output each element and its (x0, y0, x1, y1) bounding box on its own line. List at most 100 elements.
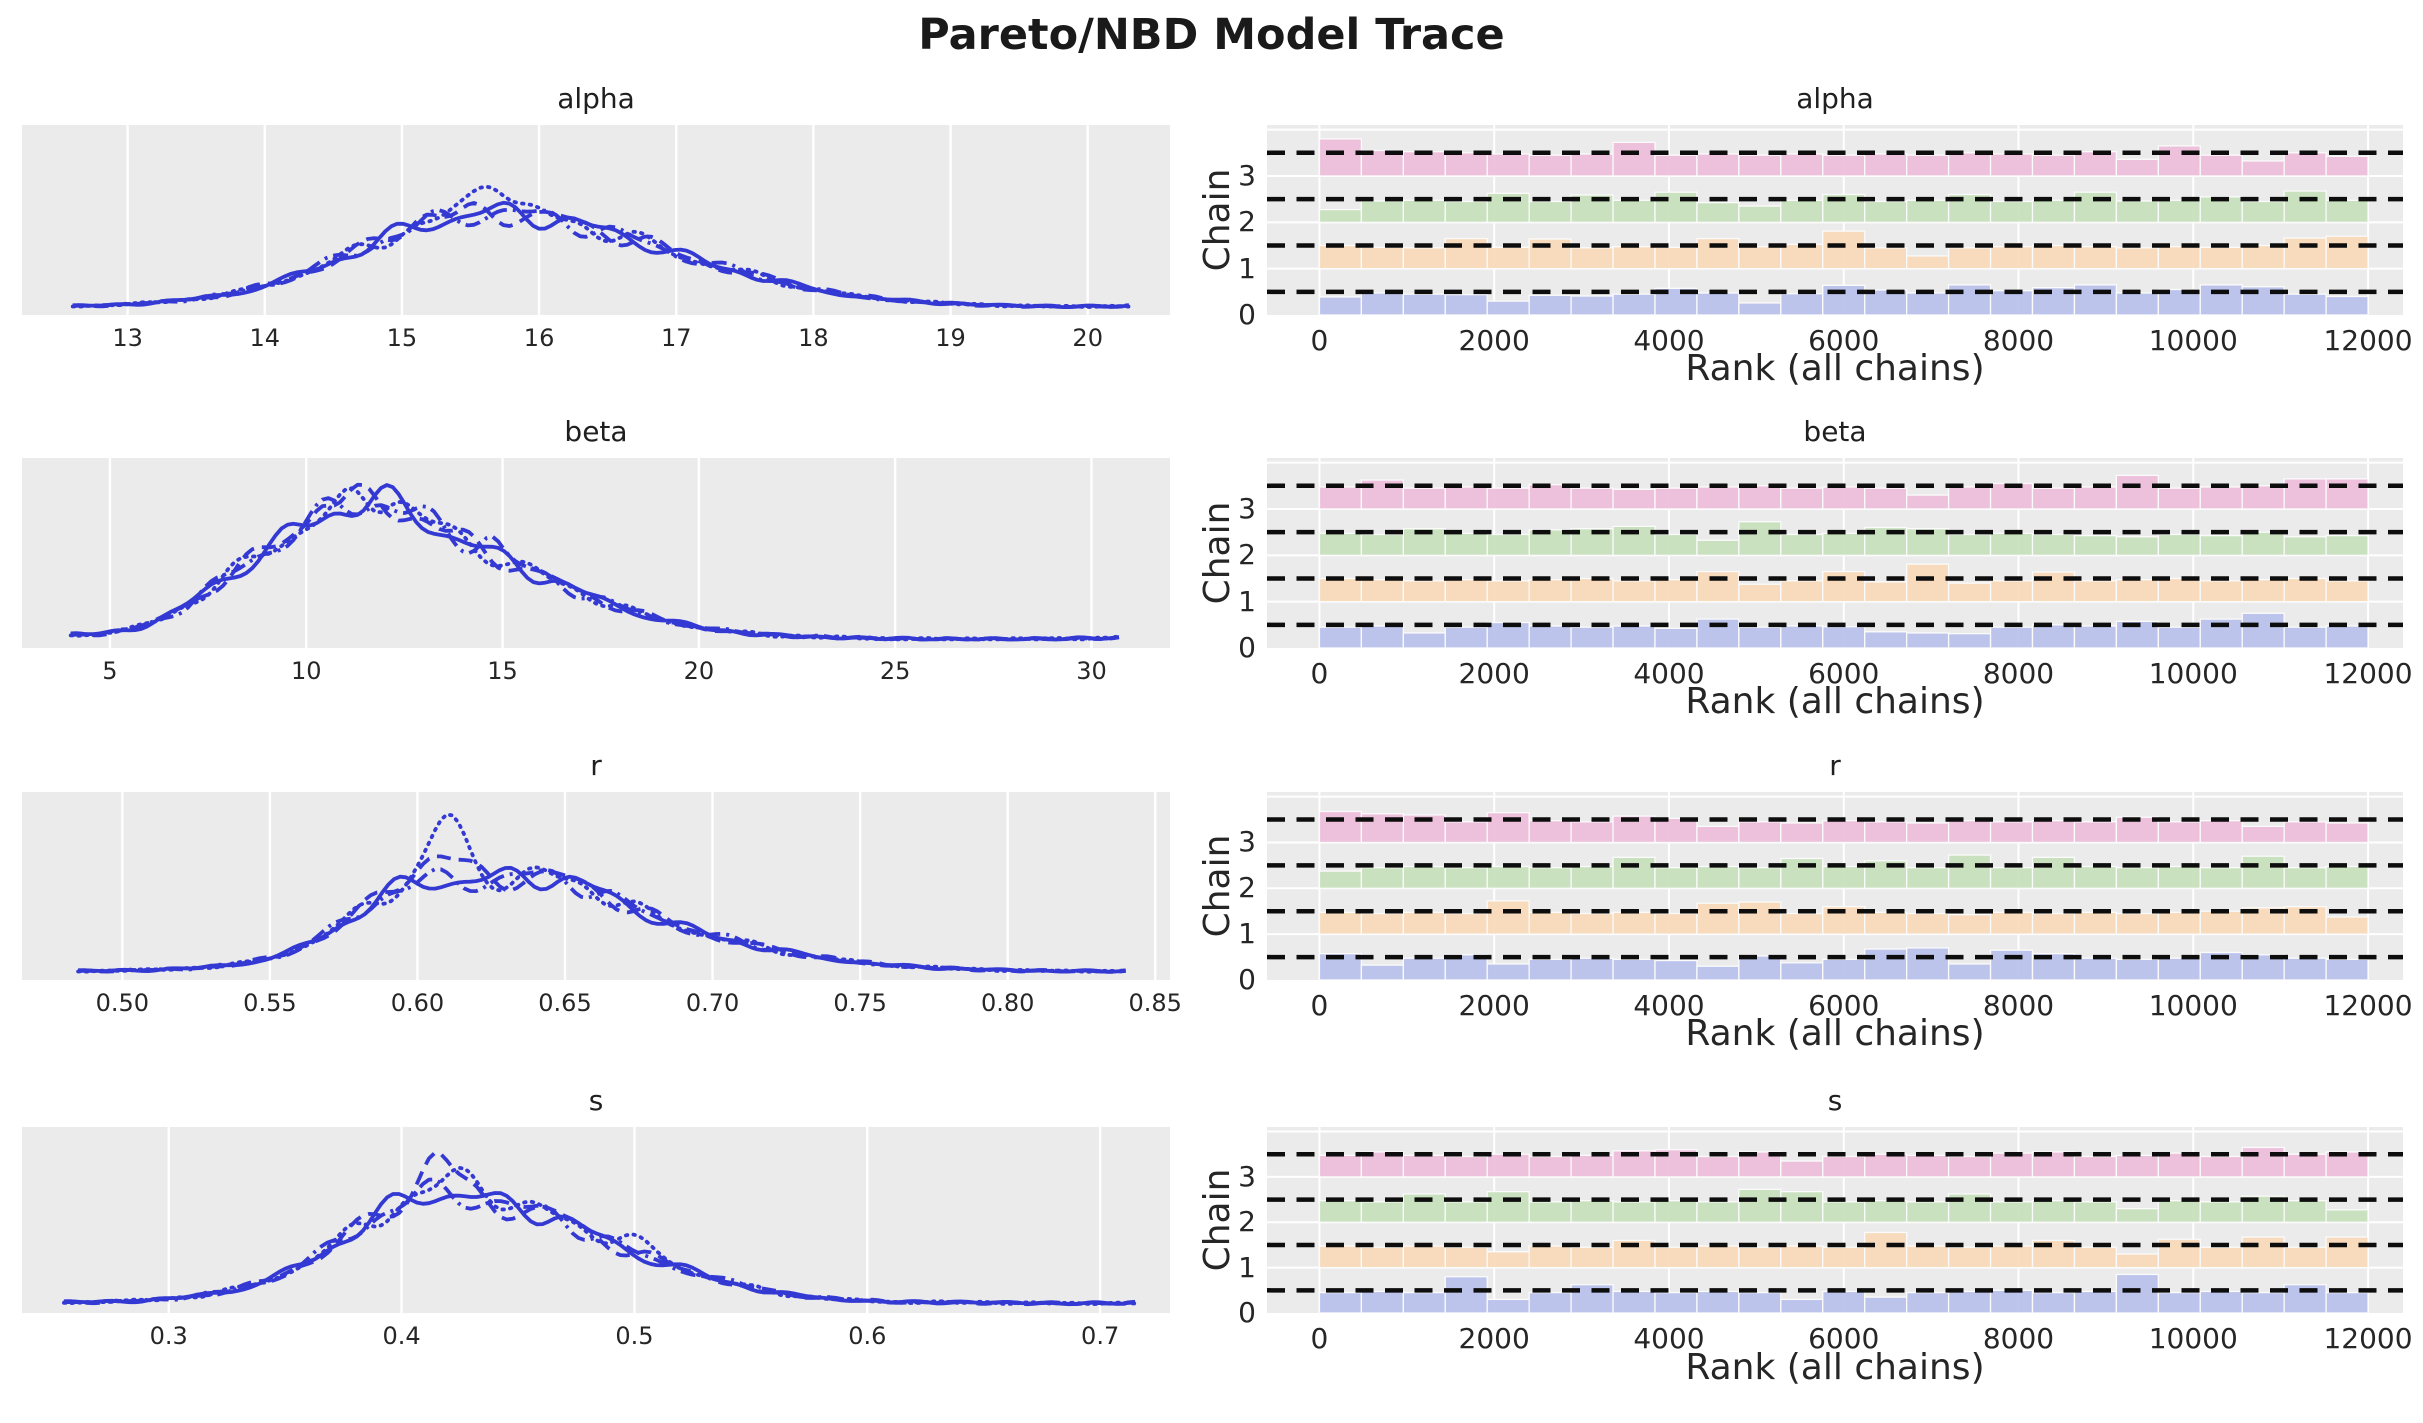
rank-bar-chain-2 (1780, 199, 1824, 223)
rank-bar-chain-0 (1654, 959, 1698, 980)
rank-bar-chain-0 (2073, 957, 2118, 980)
rank-bar-chain-3 (2241, 160, 2285, 177)
rank-bar-chain-1 (1402, 911, 1446, 935)
rank-bar-chain-0 (1864, 289, 1908, 315)
rank-bar-chain-1 (1864, 1231, 1908, 1269)
rank-bar-chain-2 (2073, 191, 2118, 223)
rank-bar-chain-0 (1612, 625, 1656, 648)
rank-bar-chain-1 (1360, 1246, 1404, 1269)
rank-bar-chain-1 (1444, 1246, 1488, 1269)
rank-bar-chain-0 (2031, 624, 2076, 648)
rank-bar-chain-3 (1696, 1155, 1740, 1178)
rank-bar-chain-3 (2283, 821, 2327, 844)
rank-bar-chain-1 (1486, 580, 1530, 603)
rank-bar-chain-1 (2325, 1236, 2369, 1269)
rank-xtick-s-0: 0 (1310, 1322, 1329, 1355)
rank-xaxis-label-beta: Rank (all chains) (1685, 681, 1985, 722)
rank-bar-chain-0 (1864, 1296, 1908, 1313)
rank-bar-chain-0 (1318, 626, 1363, 648)
rank-bar-chain-2 (2325, 865, 2369, 889)
rank-bar-chain-3 (1864, 487, 1908, 510)
rank-bar-chain-2 (2241, 855, 2285, 889)
rank-bar-chain-2 (1989, 200, 2034, 223)
rank-bar-chain-3 (2325, 822, 2369, 844)
rank-bar-chain-1 (1780, 243, 1824, 270)
rank-bar-chain-0 (1528, 625, 1572, 648)
rank-bar-chain-2 (2031, 533, 2076, 556)
rank-bar-chain-3 (1528, 483, 1572, 510)
rank-bar-chain-3 (1654, 487, 1698, 510)
rank-bar-chain-0 (1360, 1290, 1404, 1313)
rank-bar-chain-1 (1864, 247, 1908, 270)
rank-bar-chain-1 (2115, 247, 2159, 270)
rank-bar-chain-3 (2325, 155, 2369, 177)
rank-bar-chain-2 (2073, 534, 2118, 556)
rank-bar-chain-0 (1486, 300, 1530, 315)
rank-bar-chain-1 (2199, 910, 2243, 935)
rank-ytick-beta-2: 2 (1238, 538, 1256, 572)
rank-xtick-r-2000: 2000 (1458, 989, 1530, 1022)
kde-curve-chain-3-dotted (68, 486, 1121, 642)
rank-xtick-s-2000: 2000 (1458, 1322, 1530, 1355)
rank-bar-chain-2 (1822, 532, 1866, 556)
rank-bar-chain-2 (1654, 191, 1698, 223)
rank-bar-chain-0 (2325, 625, 2369, 648)
rank-bar-chain-1 (1486, 246, 1530, 270)
rank-bar-chain-0 (1360, 292, 1404, 315)
rank-bar-chain-1 (1528, 578, 1572, 603)
plot-background (22, 125, 1170, 315)
rank-bar-chain-0 (1528, 958, 1572, 980)
rank-bar-chain-0 (1444, 1276, 1488, 1313)
rank-bar-chain-2 (2115, 200, 2159, 223)
rank-bar-chain-1 (1822, 1246, 1866, 1269)
rank-bar-chain-3 (2325, 478, 2369, 510)
rank-xtick-alpha-4000: 4000 (1633, 324, 1705, 357)
rank-bar-chain-2 (1654, 533, 1698, 556)
rank-bar-chain-1 (1947, 1246, 1992, 1269)
rank-bar-chain-3 (1570, 1154, 1614, 1178)
rank-bar-chain-0 (1989, 626, 2034, 648)
rank-bar-chain-1 (1654, 246, 1698, 270)
rank-bar-chain-2 (2199, 867, 2243, 889)
kde-plot-beta (22, 458, 1170, 648)
rank-bar-chain-1 (1570, 1246, 1614, 1269)
rank-bar-chain-0 (1822, 1290, 1866, 1313)
rank-bar-chain-3 (1780, 487, 1824, 510)
rank-bar-chain-0 (1486, 1298, 1530, 1313)
rank-bar-chain-3 (1696, 486, 1740, 510)
rank-bar-chain-3 (2031, 154, 2076, 177)
rank-xtick-beta-2000: 2000 (1458, 657, 1530, 690)
rank-xtick-beta-4000: 4000 (1633, 657, 1705, 690)
kde-xtick-r-0.65: 0.65 (538, 989, 592, 1017)
rank-plot-beta (1267, 458, 2403, 648)
kde-curve-chain-3-dotted (62, 1165, 1137, 1306)
rank-bar-chain-0 (1989, 1289, 2034, 1313)
rank-bar-chain-2 (1864, 1200, 1908, 1223)
rank-bar-chain-1 (1444, 912, 1488, 935)
rank-bar-chain-2 (2283, 867, 2327, 889)
rank-ytick-beta-1: 1 (1238, 584, 1256, 618)
kde-xtick-r-0.50: 0.50 (95, 989, 150, 1017)
rank-xaxis-label-alpha: Rank (all chains) (1685, 348, 1985, 389)
rank-bar-chain-3 (2241, 825, 2285, 844)
rank-bar-chain-2 (1360, 867, 1404, 889)
rank-bar-chain-3 (2031, 820, 2076, 844)
rank-bar-chain-1 (1402, 1245, 1446, 1269)
rank-bar-chain-1 (2031, 244, 2076, 270)
rank-bar-chain-0 (2241, 1291, 2285, 1313)
rank-bar-chain-0 (1947, 1290, 1992, 1313)
rank-bar-chain-2 (2073, 865, 2118, 889)
rank-bar-chain-3 (1947, 1155, 1992, 1178)
rank-bar-chain-1 (2115, 1253, 2159, 1269)
rank-bar-chain-3 (1864, 1153, 1908, 1178)
rank-bar-chain-0 (2241, 612, 2285, 648)
rank-bar-chain-1 (2073, 580, 2118, 603)
rank-bar-chain-3 (2115, 1154, 2159, 1178)
rank-bar-chain-1 (2073, 911, 2118, 935)
rank-bar-chain-3 (1906, 822, 1950, 844)
rank-bar-chain-0 (1947, 632, 1992, 648)
rank-bar-chain-3 (1318, 138, 1363, 177)
rank-bar-chain-2 (1318, 870, 1363, 889)
rank-xtick-r-8000: 8000 (1982, 989, 2055, 1022)
rank-bar-chain-0 (1822, 958, 1866, 980)
